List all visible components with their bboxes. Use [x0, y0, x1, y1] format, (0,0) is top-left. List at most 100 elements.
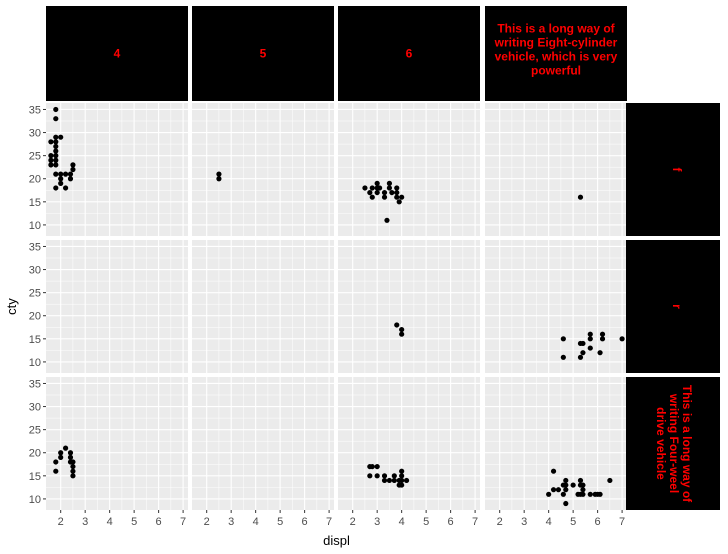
data-point: [48, 157, 54, 163]
x-tick-label: 7: [619, 516, 625, 528]
data-point: [53, 153, 59, 159]
x-tick-label: 6: [156, 516, 162, 528]
data-point: [53, 171, 59, 177]
data-point: [550, 468, 557, 474]
data-point: [369, 185, 375, 191]
panel-background: [46, 103, 188, 236]
data-point: [560, 336, 566, 342]
data-point: [580, 491, 586, 497]
data-point: [391, 477, 397, 484]
column-strip-label: 4: [114, 47, 121, 61]
data-point: [587, 345, 593, 351]
column-strip-label: 6: [406, 47, 413, 61]
data-point: [381, 477, 388, 484]
data-point: [580, 350, 586, 356]
data-point: [546, 491, 552, 497]
data-point: [48, 139, 54, 145]
data-point: [399, 473, 405, 479]
y-tick-label: 15: [29, 334, 41, 346]
data-point: [53, 143, 59, 150]
data-point: [70, 162, 76, 168]
y-tick-label: 15: [29, 197, 41, 209]
y-tick-label: 20: [29, 311, 41, 323]
data-point: [58, 134, 64, 140]
data-point: [53, 185, 59, 191]
facet-panel: [46, 377, 188, 510]
x-tick-label: 2: [204, 516, 210, 528]
data-point: [367, 189, 373, 196]
data-point: [563, 487, 569, 493]
y-tick-label: 20: [29, 448, 41, 460]
data-point: [394, 189, 400, 196]
column-strip-background: [46, 6, 188, 101]
column-strip-label: 5: [260, 47, 267, 61]
data-point: [580, 487, 586, 493]
x-tick-label: 4: [546, 516, 552, 528]
y-tick-label: 25: [29, 151, 41, 163]
data-point: [399, 194, 405, 200]
data-point: [597, 491, 603, 497]
data-point: [381, 189, 388, 196]
x-tick-label: 3: [228, 516, 234, 528]
data-point: [570, 482, 576, 488]
facet-panel: [485, 240, 627, 373]
x-tick-label: 6: [302, 516, 308, 528]
y-axis-title: cty: [4, 298, 19, 315]
facet-panel: [192, 240, 334, 373]
data-point: [577, 354, 584, 360]
facet-panel: [192, 377, 334, 510]
data-point: [587, 336, 593, 342]
data-point: [394, 194, 400, 200]
column-strip-background: [338, 6, 480, 101]
x-tick-label: 2: [497, 516, 503, 528]
data-point: [399, 468, 405, 474]
data-point: [216, 176, 222, 182]
data-point: [587, 331, 593, 337]
data-point: [381, 194, 388, 200]
x-axis-title: displ: [323, 533, 350, 548]
data-point: [369, 463, 375, 470]
data-point: [216, 171, 222, 177]
data-point: [577, 477, 584, 484]
data-point: [53, 459, 59, 465]
x-tick-label: 5: [570, 516, 576, 528]
panel-background: [192, 103, 334, 236]
data-point: [555, 487, 562, 493]
data-point: [53, 162, 59, 168]
data-point: [560, 491, 566, 497]
data-point: [367, 473, 373, 479]
data-point: [386, 477, 393, 484]
data-point: [374, 180, 380, 186]
data-point: [563, 500, 569, 507]
panel-background: [192, 240, 334, 373]
data-point: [597, 350, 603, 356]
x-tick-label: 5: [423, 516, 429, 528]
x-tick-label: 3: [521, 516, 527, 528]
data-point: [381, 473, 388, 479]
data-point: [53, 106, 59, 113]
column-strip-background: [485, 6, 627, 101]
data-point: [587, 491, 593, 497]
row-strip-background: [626, 377, 720, 510]
panel-background: [485, 103, 627, 236]
facet-panel: [192, 103, 334, 236]
data-point: [67, 176, 74, 182]
y-tick-label: 15: [29, 471, 41, 483]
y-tick-label: 10: [29, 357, 41, 369]
data-point: [374, 189, 380, 196]
x-tick-label: 2: [350, 516, 356, 528]
data-point: [67, 450, 74, 456]
x-tick-label: 7: [180, 516, 186, 528]
row-strip-background: [626, 240, 720, 373]
x-tick-label: 7: [326, 516, 332, 528]
facet-panel: [485, 103, 627, 236]
y-tick-label: 10: [29, 494, 41, 506]
facet-panel: [46, 103, 188, 236]
panel-background: [192, 377, 334, 510]
data-point: [607, 477, 613, 484]
data-point: [62, 171, 69, 177]
x-tick-label: 3: [374, 516, 380, 528]
x-tick-label: 6: [448, 516, 454, 528]
y-tick-label: 35: [29, 378, 41, 390]
data-point: [399, 331, 405, 337]
